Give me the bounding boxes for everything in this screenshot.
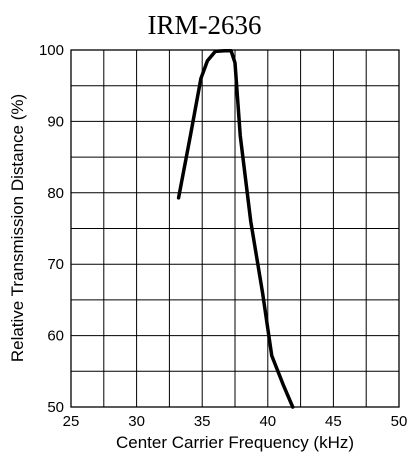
x-tick-label: 50 <box>391 413 408 430</box>
y-tick-label: 80 <box>47 185 64 202</box>
x-tick-label: 25 <box>63 413 80 430</box>
x-tick-label: 30 <box>128 413 145 430</box>
y-tick-label: 100 <box>39 42 64 59</box>
chart-title: IRM-2636 <box>148 10 262 40</box>
x-tick-label: 40 <box>259 413 276 430</box>
data-series-line <box>176 48 295 409</box>
x-axis-tick-labels: 25 30 35 40 45 50 <box>63 413 408 430</box>
x-tick-label: 35 <box>194 413 211 430</box>
y-tick-label: 50 <box>47 399 64 416</box>
y-tick-label: 70 <box>47 256 64 273</box>
y-tick-label: 60 <box>47 328 64 345</box>
grid-lines <box>70 49 400 408</box>
series-layer <box>176 48 295 409</box>
y-axis-label: Relative Transmission Distance (%) <box>8 94 27 362</box>
x-axis-label: Center Carrier Frequency (kHz) <box>116 433 354 452</box>
y-tick-label: 90 <box>47 113 64 130</box>
y-axis-tick-labels: 50 60 70 80 90 100 <box>39 42 64 416</box>
x-tick-label: 45 <box>325 413 342 430</box>
